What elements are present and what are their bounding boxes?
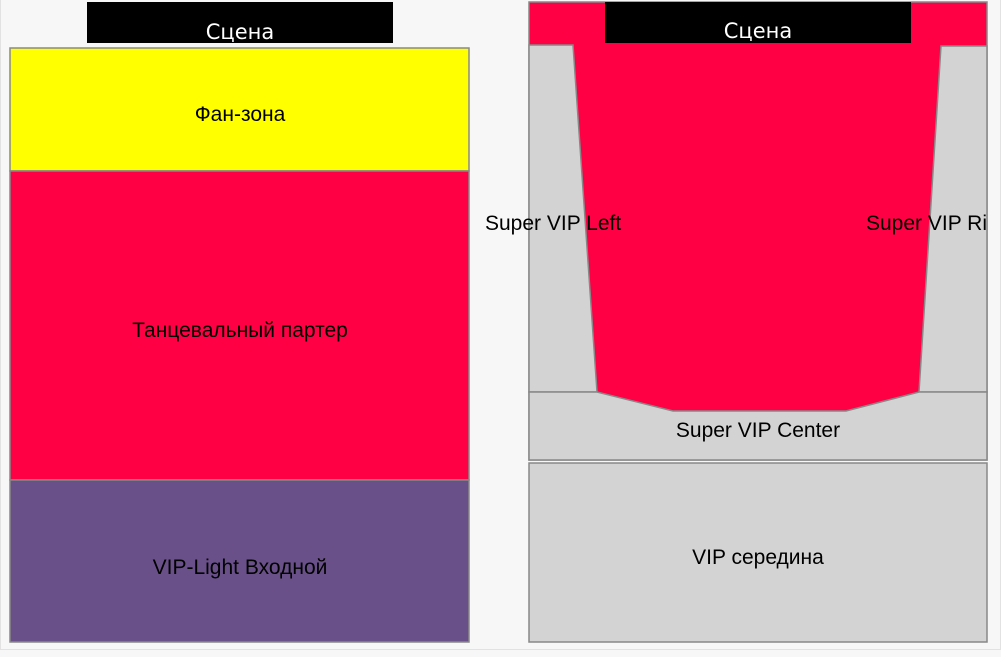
zone-super-vip-center[interactable]: [528, 391, 988, 461]
zone-fan-zone-label: Фан-зона: [195, 103, 286, 126]
stage-label: Сцена: [206, 20, 274, 44]
zone-dance-floor-label: Танцевальный партер: [132, 319, 348, 342]
zone-super-vip-right-label: Super VIP Right: [866, 212, 1001, 235]
zone-vip-middle-label: VIP середина: [692, 546, 824, 569]
zone-vip-middle[interactable]: [528, 462, 988, 643]
zone-super-vip-center-label: Super VIP Center: [676, 419, 840, 442]
zone-dance-floor[interactable]: [9, 170, 470, 481]
zone-super-vip-left-label: Super VIP Left: [485, 212, 621, 235]
zone-vip-light[interactable]: [9, 479, 470, 643]
zone-dance-floor-right[interactable]: [528, 1, 988, 461]
stage: [87, 2, 393, 43]
left-seating-map: Сцена Фан-зона Танцевальный партер VIP-L…: [9, 2, 470, 643]
zone-vip-light-label: VIP-Light Входной: [153, 556, 328, 579]
stage-label: Сцена: [724, 19, 792, 43]
stage: [605, 2, 911, 43]
right-seating-map: Сцена Super VIP Left Super VIP Right Sup…: [485, 1, 1001, 643]
